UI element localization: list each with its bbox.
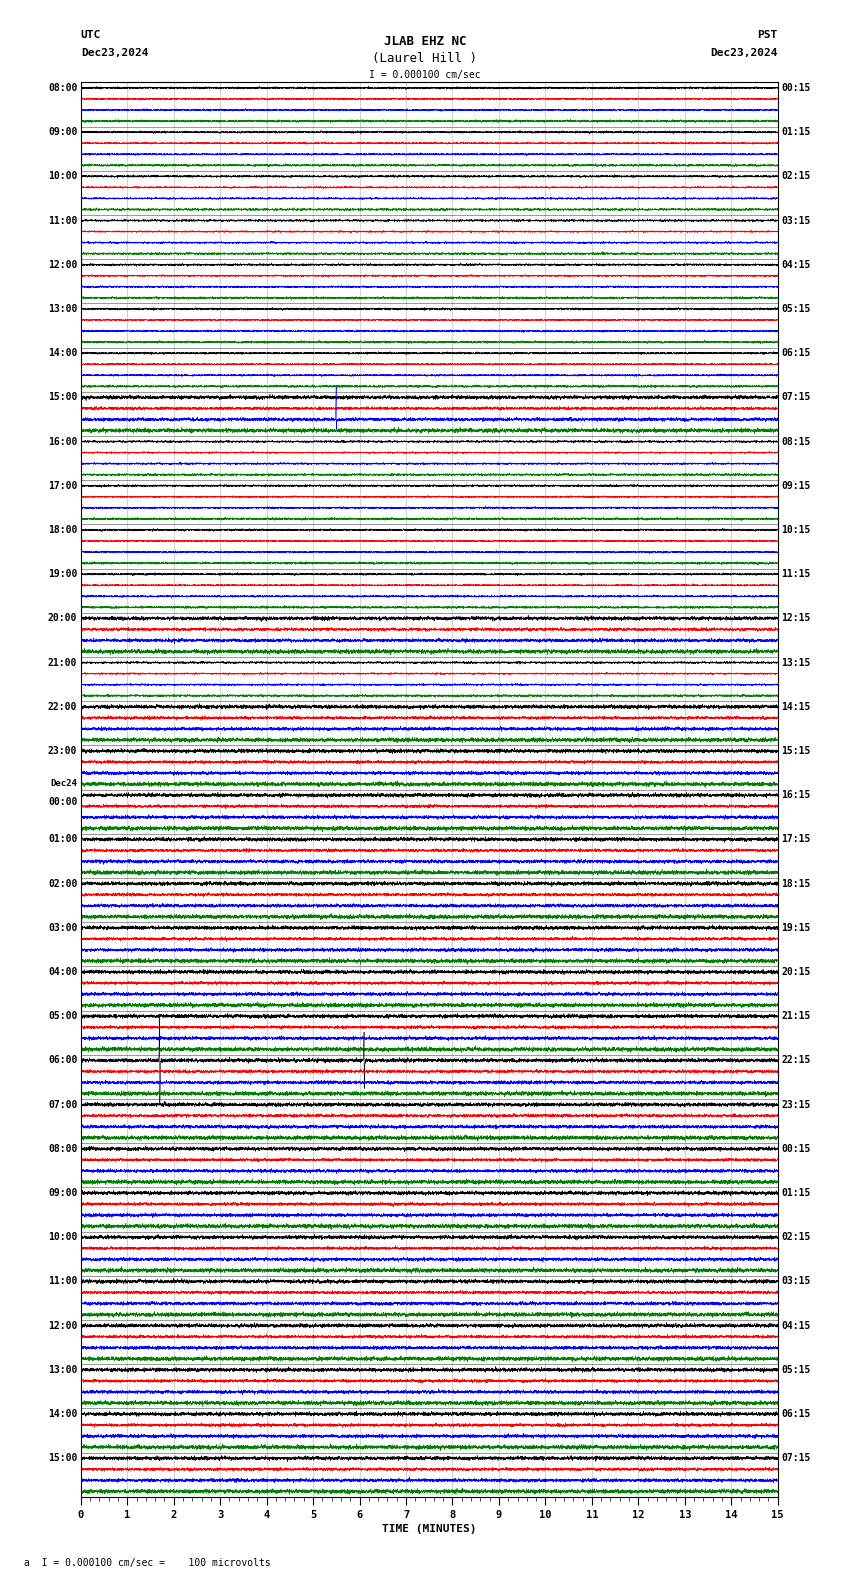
Text: 07:15: 07:15 (781, 393, 811, 402)
Text: 18:00: 18:00 (48, 524, 77, 535)
Text: 22:15: 22:15 (781, 1055, 811, 1066)
Text: 14:00: 14:00 (48, 348, 77, 358)
X-axis label: TIME (MINUTES): TIME (MINUTES) (382, 1524, 477, 1535)
Text: Dec23,2024: Dec23,2024 (711, 48, 778, 57)
Text: 14:00: 14:00 (48, 1410, 77, 1419)
Text: I = 0.000100 cm/sec: I = 0.000100 cm/sec (369, 70, 481, 79)
Text: 00:15: 00:15 (781, 82, 811, 93)
Text: JLAB EHZ NC: JLAB EHZ NC (383, 35, 467, 48)
Text: 14:15: 14:15 (781, 702, 811, 711)
Text: 04:15: 04:15 (781, 260, 811, 269)
Text: 20:15: 20:15 (781, 966, 811, 977)
Text: 19:15: 19:15 (781, 923, 811, 933)
Text: 19:00: 19:00 (48, 569, 77, 580)
Text: 07:15: 07:15 (781, 1453, 811, 1464)
Text: 16:15: 16:15 (781, 790, 811, 800)
Text: a  I = 0.000100 cm/sec =    100 microvolts: a I = 0.000100 cm/sec = 100 microvolts (24, 1559, 271, 1568)
Text: 08:15: 08:15 (781, 437, 811, 447)
Text: 09:15: 09:15 (781, 480, 811, 491)
Text: 22:00: 22:00 (48, 702, 77, 711)
Text: 17:00: 17:00 (48, 480, 77, 491)
Text: 13:00: 13:00 (48, 304, 77, 314)
Text: 23:15: 23:15 (781, 1099, 811, 1109)
Text: 12:00: 12:00 (48, 1321, 77, 1331)
Text: 03:15: 03:15 (781, 215, 811, 225)
Text: 02:15: 02:15 (781, 1232, 811, 1242)
Text: 11:00: 11:00 (48, 215, 77, 225)
Text: 06:15: 06:15 (781, 1410, 811, 1419)
Text: 03:00: 03:00 (48, 923, 77, 933)
Text: 05:00: 05:00 (48, 1011, 77, 1022)
Text: 04:15: 04:15 (781, 1321, 811, 1331)
Text: 10:15: 10:15 (781, 524, 811, 535)
Text: 06:15: 06:15 (781, 348, 811, 358)
Text: 03:15: 03:15 (781, 1277, 811, 1286)
Text: UTC: UTC (81, 30, 101, 40)
Text: 15:15: 15:15 (781, 746, 811, 756)
Text: 00:15: 00:15 (781, 1144, 811, 1153)
Text: 23:00: 23:00 (48, 746, 77, 756)
Text: 15:00: 15:00 (48, 1453, 77, 1464)
Text: 02:00: 02:00 (48, 879, 77, 889)
Text: 21:15: 21:15 (781, 1011, 811, 1022)
Text: 01:00: 01:00 (48, 835, 77, 844)
Text: 10:00: 10:00 (48, 1232, 77, 1242)
Text: 08:00: 08:00 (48, 82, 77, 93)
Text: Dec23,2024: Dec23,2024 (81, 48, 148, 57)
Text: 13:00: 13:00 (48, 1365, 77, 1375)
Text: PST: PST (757, 30, 778, 40)
Text: 15:00: 15:00 (48, 393, 77, 402)
Text: 13:15: 13:15 (781, 657, 811, 667)
Text: 09:00: 09:00 (48, 1188, 77, 1198)
Text: 01:15: 01:15 (781, 127, 811, 138)
Text: 02:15: 02:15 (781, 171, 811, 181)
Text: 20:00: 20:00 (48, 613, 77, 624)
Text: 12:15: 12:15 (781, 613, 811, 624)
Text: 17:15: 17:15 (781, 835, 811, 844)
Text: 01:15: 01:15 (781, 1188, 811, 1198)
Text: 11:00: 11:00 (48, 1277, 77, 1286)
Text: Dec24: Dec24 (50, 779, 77, 789)
Text: 00:00: 00:00 (48, 797, 77, 808)
Text: 05:15: 05:15 (781, 304, 811, 314)
Text: 04:00: 04:00 (48, 966, 77, 977)
Text: 21:00: 21:00 (48, 657, 77, 667)
Text: 12:00: 12:00 (48, 260, 77, 269)
Text: 06:00: 06:00 (48, 1055, 77, 1066)
Text: (Laurel Hill ): (Laurel Hill ) (372, 52, 478, 65)
Text: 10:00: 10:00 (48, 171, 77, 181)
Text: 16:00: 16:00 (48, 437, 77, 447)
Text: 09:00: 09:00 (48, 127, 77, 138)
Text: 07:00: 07:00 (48, 1099, 77, 1109)
Text: 11:15: 11:15 (781, 569, 811, 580)
Text: 18:15: 18:15 (781, 879, 811, 889)
Text: 05:15: 05:15 (781, 1365, 811, 1375)
Text: 08:00: 08:00 (48, 1144, 77, 1153)
